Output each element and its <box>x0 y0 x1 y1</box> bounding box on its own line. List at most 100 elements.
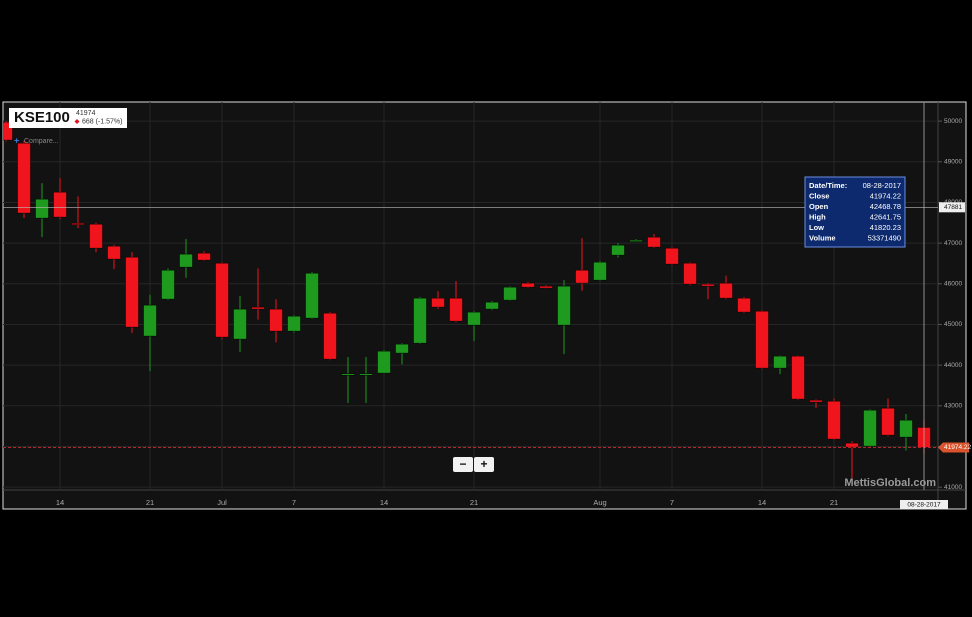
candle-body <box>35 198 49 219</box>
tooltip-value: 41820.23 <box>870 223 901 232</box>
candle-body <box>89 223 103 249</box>
x-tick-label: 14 <box>56 498 64 507</box>
candle-body <box>3 121 13 141</box>
tooltip-key: Close <box>809 191 829 200</box>
tooltip-key: Date/Time: <box>809 181 847 190</box>
tooltip-key: Low <box>809 223 824 232</box>
candle-body <box>431 297 445 308</box>
candle-body <box>161 269 175 300</box>
last-price: 41974 <box>76 110 96 117</box>
zoom-button[interactable] <box>474 457 494 472</box>
candle-body <box>719 282 733 299</box>
y-tick-label: 50000 <box>944 118 962 125</box>
x-tick-label: 7 <box>670 498 674 507</box>
candle-body <box>53 191 67 218</box>
x-tick-label: 21 <box>470 498 478 507</box>
candle-body <box>107 245 121 260</box>
x-tick-label: 21 <box>830 498 838 507</box>
candle-body <box>845 442 859 448</box>
tooltip-key: Open <box>809 202 829 211</box>
candle-body <box>215 262 229 338</box>
candle-body <box>71 222 85 225</box>
candle-body <box>503 286 517 301</box>
crosshair-x-label: 08-28-2017 <box>907 502 941 509</box>
candle-body <box>197 252 211 261</box>
candle-body <box>701 283 715 287</box>
crosshair-y-label: 47881 <box>944 204 962 211</box>
y-tick-label: 46000 <box>944 281 962 288</box>
tooltip-value: 53371490 <box>868 233 901 242</box>
candle-body <box>539 285 553 289</box>
tooltip-value: 41974.22 <box>870 191 901 200</box>
candle-body <box>485 301 499 310</box>
watermark: MettisGlobal.com <box>844 477 936 489</box>
candle-body <box>305 272 319 319</box>
zoom-button[interactable] <box>453 457 473 472</box>
candle-body <box>809 399 823 403</box>
candle-body <box>395 343 409 354</box>
candle-body <box>125 256 139 328</box>
y-tick-label: 43000 <box>944 403 962 410</box>
compare[interactable]: Compare... <box>24 138 59 145</box>
x-tick-label: 7 <box>292 498 296 507</box>
candle-body <box>287 315 301 332</box>
y-tick-label: 41000 <box>944 484 962 491</box>
candle-body <box>377 350 391 374</box>
symbol-box <box>9 108 127 128</box>
tooltip-value: 08-28-2017 <box>863 181 901 190</box>
x-tick-label: 14 <box>380 498 388 507</box>
candle-body <box>341 373 355 376</box>
candle-body <box>737 297 751 313</box>
change: 668 (-1.57%) <box>82 118 122 125</box>
candle-body <box>647 236 661 248</box>
candle-body <box>467 311 481 326</box>
candle-body <box>359 373 373 376</box>
x-tick-label: Jul <box>217 498 227 507</box>
last-price-flag <box>938 442 969 453</box>
x-tick-label: Aug <box>593 498 606 507</box>
crosshair-y-box <box>939 202 965 213</box>
candle-body <box>17 142 31 214</box>
zoom-button-label[interactable]: − <box>459 457 466 471</box>
zoom-button-label[interactable]: + <box>480 457 487 471</box>
x-tick-label: 14 <box>758 498 766 507</box>
candle-body <box>251 306 265 310</box>
y-tick-label: 44000 <box>944 362 962 369</box>
candle-body <box>575 269 589 284</box>
candle-body <box>593 261 607 281</box>
candle-body <box>143 304 157 337</box>
candle-body <box>179 253 193 268</box>
tooltip-key: High <box>809 212 826 221</box>
candle-body <box>323 312 337 360</box>
y-tick-label: 49000 <box>944 159 962 166</box>
candle-body <box>863 409 877 447</box>
tooltip-key: Volume <box>809 233 836 242</box>
chart-frame <box>2 101 967 510</box>
candle-body <box>881 407 895 436</box>
tooltip-value: 42468.78 <box>870 202 901 211</box>
y-tick-label: 45000 <box>944 321 962 328</box>
candle-body <box>629 239 643 242</box>
candle-body <box>899 419 913 438</box>
candle-body <box>773 355 787 369</box>
candle-body <box>269 308 283 332</box>
y-tick-label: 47000 <box>944 240 962 247</box>
candle-body <box>665 247 679 265</box>
candle-body <box>791 355 805 400</box>
tooltip-value: 42641.75 <box>870 212 901 221</box>
candle-body <box>683 262 697 285</box>
candle-body <box>827 400 841 440</box>
tooltip-box <box>804 176 906 248</box>
candle-body <box>449 297 463 322</box>
candle-body <box>413 297 427 344</box>
candle-body <box>611 244 625 256</box>
compare-icon[interactable]: + <box>14 135 19 145</box>
symbol: KSE100 <box>14 109 70 126</box>
candle-body <box>755 310 769 369</box>
candle-body <box>521 282 535 288</box>
x-tick-label: 21 <box>146 498 154 507</box>
candle-body <box>233 308 247 340</box>
crosshair-x-box <box>900 500 948 509</box>
candle-body <box>557 285 571 326</box>
